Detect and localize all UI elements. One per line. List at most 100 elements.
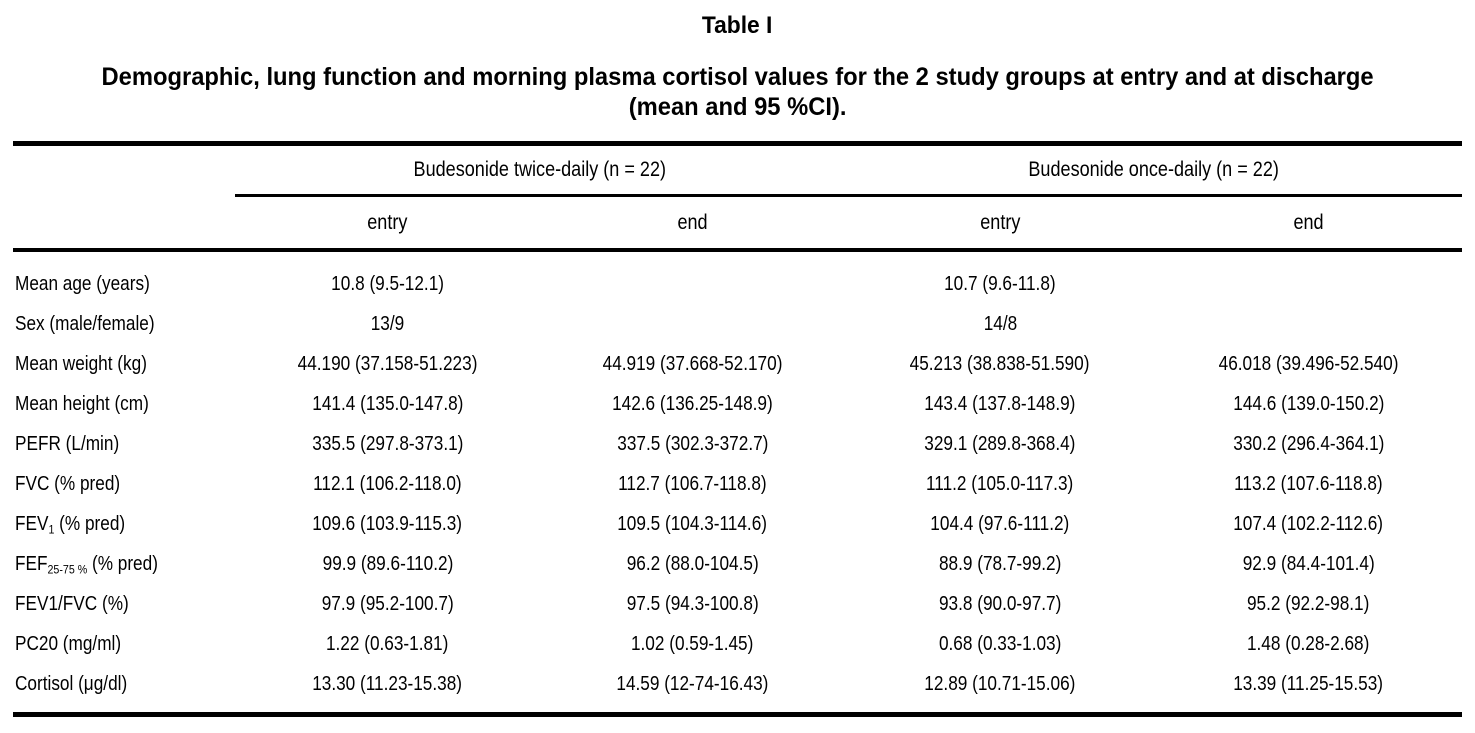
value-cell: 13/9	[235, 313, 540, 336]
value-cell: 337.5 (302.3-372.7)	[540, 433, 845, 456]
value-cell: 1.02 (0.59-1.45)	[540, 633, 845, 656]
value-cell: 144.6 (139.0-150.2)	[1155, 393, 1462, 416]
group-header-once-daily-text: Budesonide once-daily (n = 22)	[1028, 158, 1279, 181]
row-label-main: FVC (% pred)	[15, 472, 121, 495]
sub-header-entry-2: entry	[845, 211, 1155, 235]
value-cell: 104.4 (97.6-111.2)	[845, 513, 1155, 536]
table-number-title: Table I	[0, 12, 1475, 40]
table-row: Mean height (cm) 141.4 (135.0-147.8) 142.6…	[13, 384, 1462, 424]
header-body-divider-rule	[13, 248, 1462, 252]
value-cell: 329.1 (289.8-368.4)	[845, 433, 1155, 456]
cell-value: 13/9	[370, 312, 405, 335]
group-spanner-rule	[235, 194, 1462, 197]
group-header-twice-daily: Budesonide twice-daily (n = 22)	[235, 158, 845, 182]
table-row: FVC (% pred) 112.1 (106.2-118.0) 112.7 (10…	[13, 464, 1462, 504]
value-cell: 93.8 (90.0-97.7)	[845, 593, 1155, 616]
row-label-subscript: 1	[48, 521, 55, 536]
sub-header-end-2: end	[1155, 211, 1462, 235]
cell-value: 13.39 (11.25-15.53)	[1233, 672, 1384, 695]
cell-value: 44.919 (37.668-52.170)	[602, 352, 783, 375]
cell-value: 143.4 (137.8-148.9)	[924, 392, 1076, 415]
cell-value: 335.5 (297.8-373.1)	[311, 432, 464, 455]
cell-value: 10.7 (9.6-11.8)	[944, 272, 1056, 295]
row-label: FEV1 (% pred)	[15, 513, 125, 536]
table-top-rule	[13, 141, 1462, 146]
table-bottom-rule	[13, 712, 1462, 717]
cell-value: 45.213 (38.838-51.590)	[910, 352, 1090, 375]
value-cell: 99.9 (89.6-110.2)	[235, 553, 540, 576]
row-label-cell: FEV1 (% pred)	[13, 513, 235, 536]
value-cell: 44.190 (37.158-51.223)	[235, 353, 540, 376]
row-label-rest: (% pred)	[54, 512, 126, 535]
row-label: FVC (% pred)	[15, 473, 120, 496]
cell-value: 97.5 (94.3-100.8)	[626, 592, 759, 615]
sub-header-row: entry end entry end	[13, 197, 1462, 248]
sub-header-entry-1-text: entry	[367, 210, 408, 234]
row-label: FEV1/FVC (%)	[15, 593, 129, 616]
table-number-title-text: Table I	[702, 12, 773, 39]
table-row: PC20 (mg/ml) 1.22 (0.63-1.81) 1.02 (0.59-1…	[13, 624, 1462, 664]
sub-header-entry-1: entry	[235, 211, 540, 235]
value-cell: 143.4 (137.8-148.9)	[845, 393, 1155, 416]
value-cell: 109.5 (104.3-114.6)	[540, 513, 845, 536]
cell-value: 97.9 (95.2-100.7)	[321, 592, 454, 615]
row-label: PC20 (mg/ml)	[15, 633, 121, 656]
table-row: Mean age (years) 10.8 (9.5-12.1) 10.7 (9.6…	[13, 264, 1462, 304]
row-label: Cortisol (μg/dl)	[15, 673, 127, 696]
row-label: Mean weight (kg)	[15, 353, 147, 376]
cell-value: 92.9 (84.4-101.4)	[1242, 552, 1375, 575]
row-label: PEFR (L/min)	[15, 433, 119, 456]
row-label-cell: Mean height (cm)	[13, 393, 235, 416]
row-label-main: FEV	[15, 512, 49, 535]
row-label-cell: Mean age (years)	[13, 273, 235, 296]
table-caption-line1: Demographic, lung function and morning p…	[101, 63, 1374, 91]
cell-value: 44.190 (37.158-51.223)	[297, 352, 478, 375]
value-cell: 0.68 (0.33-1.03)	[845, 633, 1155, 656]
cell-value: 329.1 (289.8-368.4)	[924, 432, 1076, 455]
sub-header-end-2-text: end	[1293, 210, 1324, 234]
sub-header-end-1: end	[540, 211, 845, 235]
value-cell: 45.213 (38.838-51.590)	[845, 353, 1155, 376]
table-row: Mean weight (kg) 44.190 (37.158-51.223) 44…	[13, 344, 1462, 384]
row-label: FEF25-75 % (% pred)	[15, 553, 158, 576]
value-cell: 92.9 (84.4-101.4)	[1155, 553, 1462, 576]
value-cell: 109.6 (103.9-115.3)	[235, 513, 540, 536]
cell-value: 1.48 (0.28-2.68)	[1247, 632, 1370, 655]
sub-header-end-1-text: end	[677, 210, 708, 234]
row-label: Mean age (years)	[15, 273, 150, 296]
cell-value: 112.7 (106.7-118.8)	[618, 472, 767, 495]
cell-value: 0.68 (0.33-1.03)	[938, 632, 1062, 655]
cell-value: 96.2 (88.0-104.5)	[626, 552, 759, 575]
table-caption-line2-wrap: (mean and 95 %CI).	[0, 92, 1475, 122]
value-cell: 44.919 (37.668-52.170)	[540, 353, 845, 376]
value-cell: 10.8 (9.5-12.1)	[235, 273, 540, 296]
cell-value: 13.30 (11.23-15.38)	[312, 672, 463, 695]
cell-value: 337.5 (302.3-372.7)	[616, 432, 769, 455]
cell-value: 111.2 (105.0-117.3)	[926, 472, 1074, 495]
row-label-main: Cortisol (μg/dl)	[15, 672, 128, 695]
cell-value: 141.4 (135.0-147.8)	[311, 392, 464, 415]
cell-value: 46.018 (39.496-52.540)	[1218, 352, 1399, 375]
row-label-main: PC20 (mg/ml)	[15, 632, 122, 655]
cell-value: 144.6 (139.0-150.2)	[1232, 392, 1385, 415]
value-cell	[1155, 313, 1462, 336]
value-cell: 141.4 (135.0-147.8)	[235, 393, 540, 416]
row-label-cell: PC20 (mg/ml)	[13, 633, 235, 656]
value-cell: 330.2 (296.4-364.1)	[1155, 433, 1462, 456]
row-label-main: FEV1/FVC (%)	[15, 592, 129, 615]
cell-value: 109.6 (103.9-115.3)	[312, 512, 463, 535]
table-caption: Demographic, lung function and morning p…	[0, 62, 1475, 122]
row-label-cell: FEV1/FVC (%)	[13, 593, 235, 616]
cell-value: 99.9 (89.6-110.2)	[322, 552, 453, 575]
row-label-main: Mean age (years)	[15, 272, 150, 295]
table-row: Sex (male/female) 13/9 14/8	[13, 304, 1462, 344]
value-cell: 1.22 (0.63-1.81)	[235, 633, 540, 656]
table-row: PEFR (L/min) 335.5 (297.8-373.1) 337.5 (30…	[13, 424, 1462, 464]
group-header-twice-daily-text: Budesonide twice-daily (n = 22)	[413, 158, 667, 181]
row-label-cell: FEF25-75 % (% pred)	[13, 553, 235, 576]
sub-header-entry-2-text: entry	[979, 210, 1021, 234]
row-label-main: Mean height (cm)	[15, 392, 149, 415]
value-cell: 95.2 (92.2-98.1)	[1155, 593, 1462, 616]
table-row: FEV1 (% pred) 109.6 (103.9-115.3) 109.5 (1…	[13, 504, 1462, 544]
table-row: Cortisol (μg/dl) 13.30 (11.23-15.38) 14.59…	[13, 664, 1462, 704]
